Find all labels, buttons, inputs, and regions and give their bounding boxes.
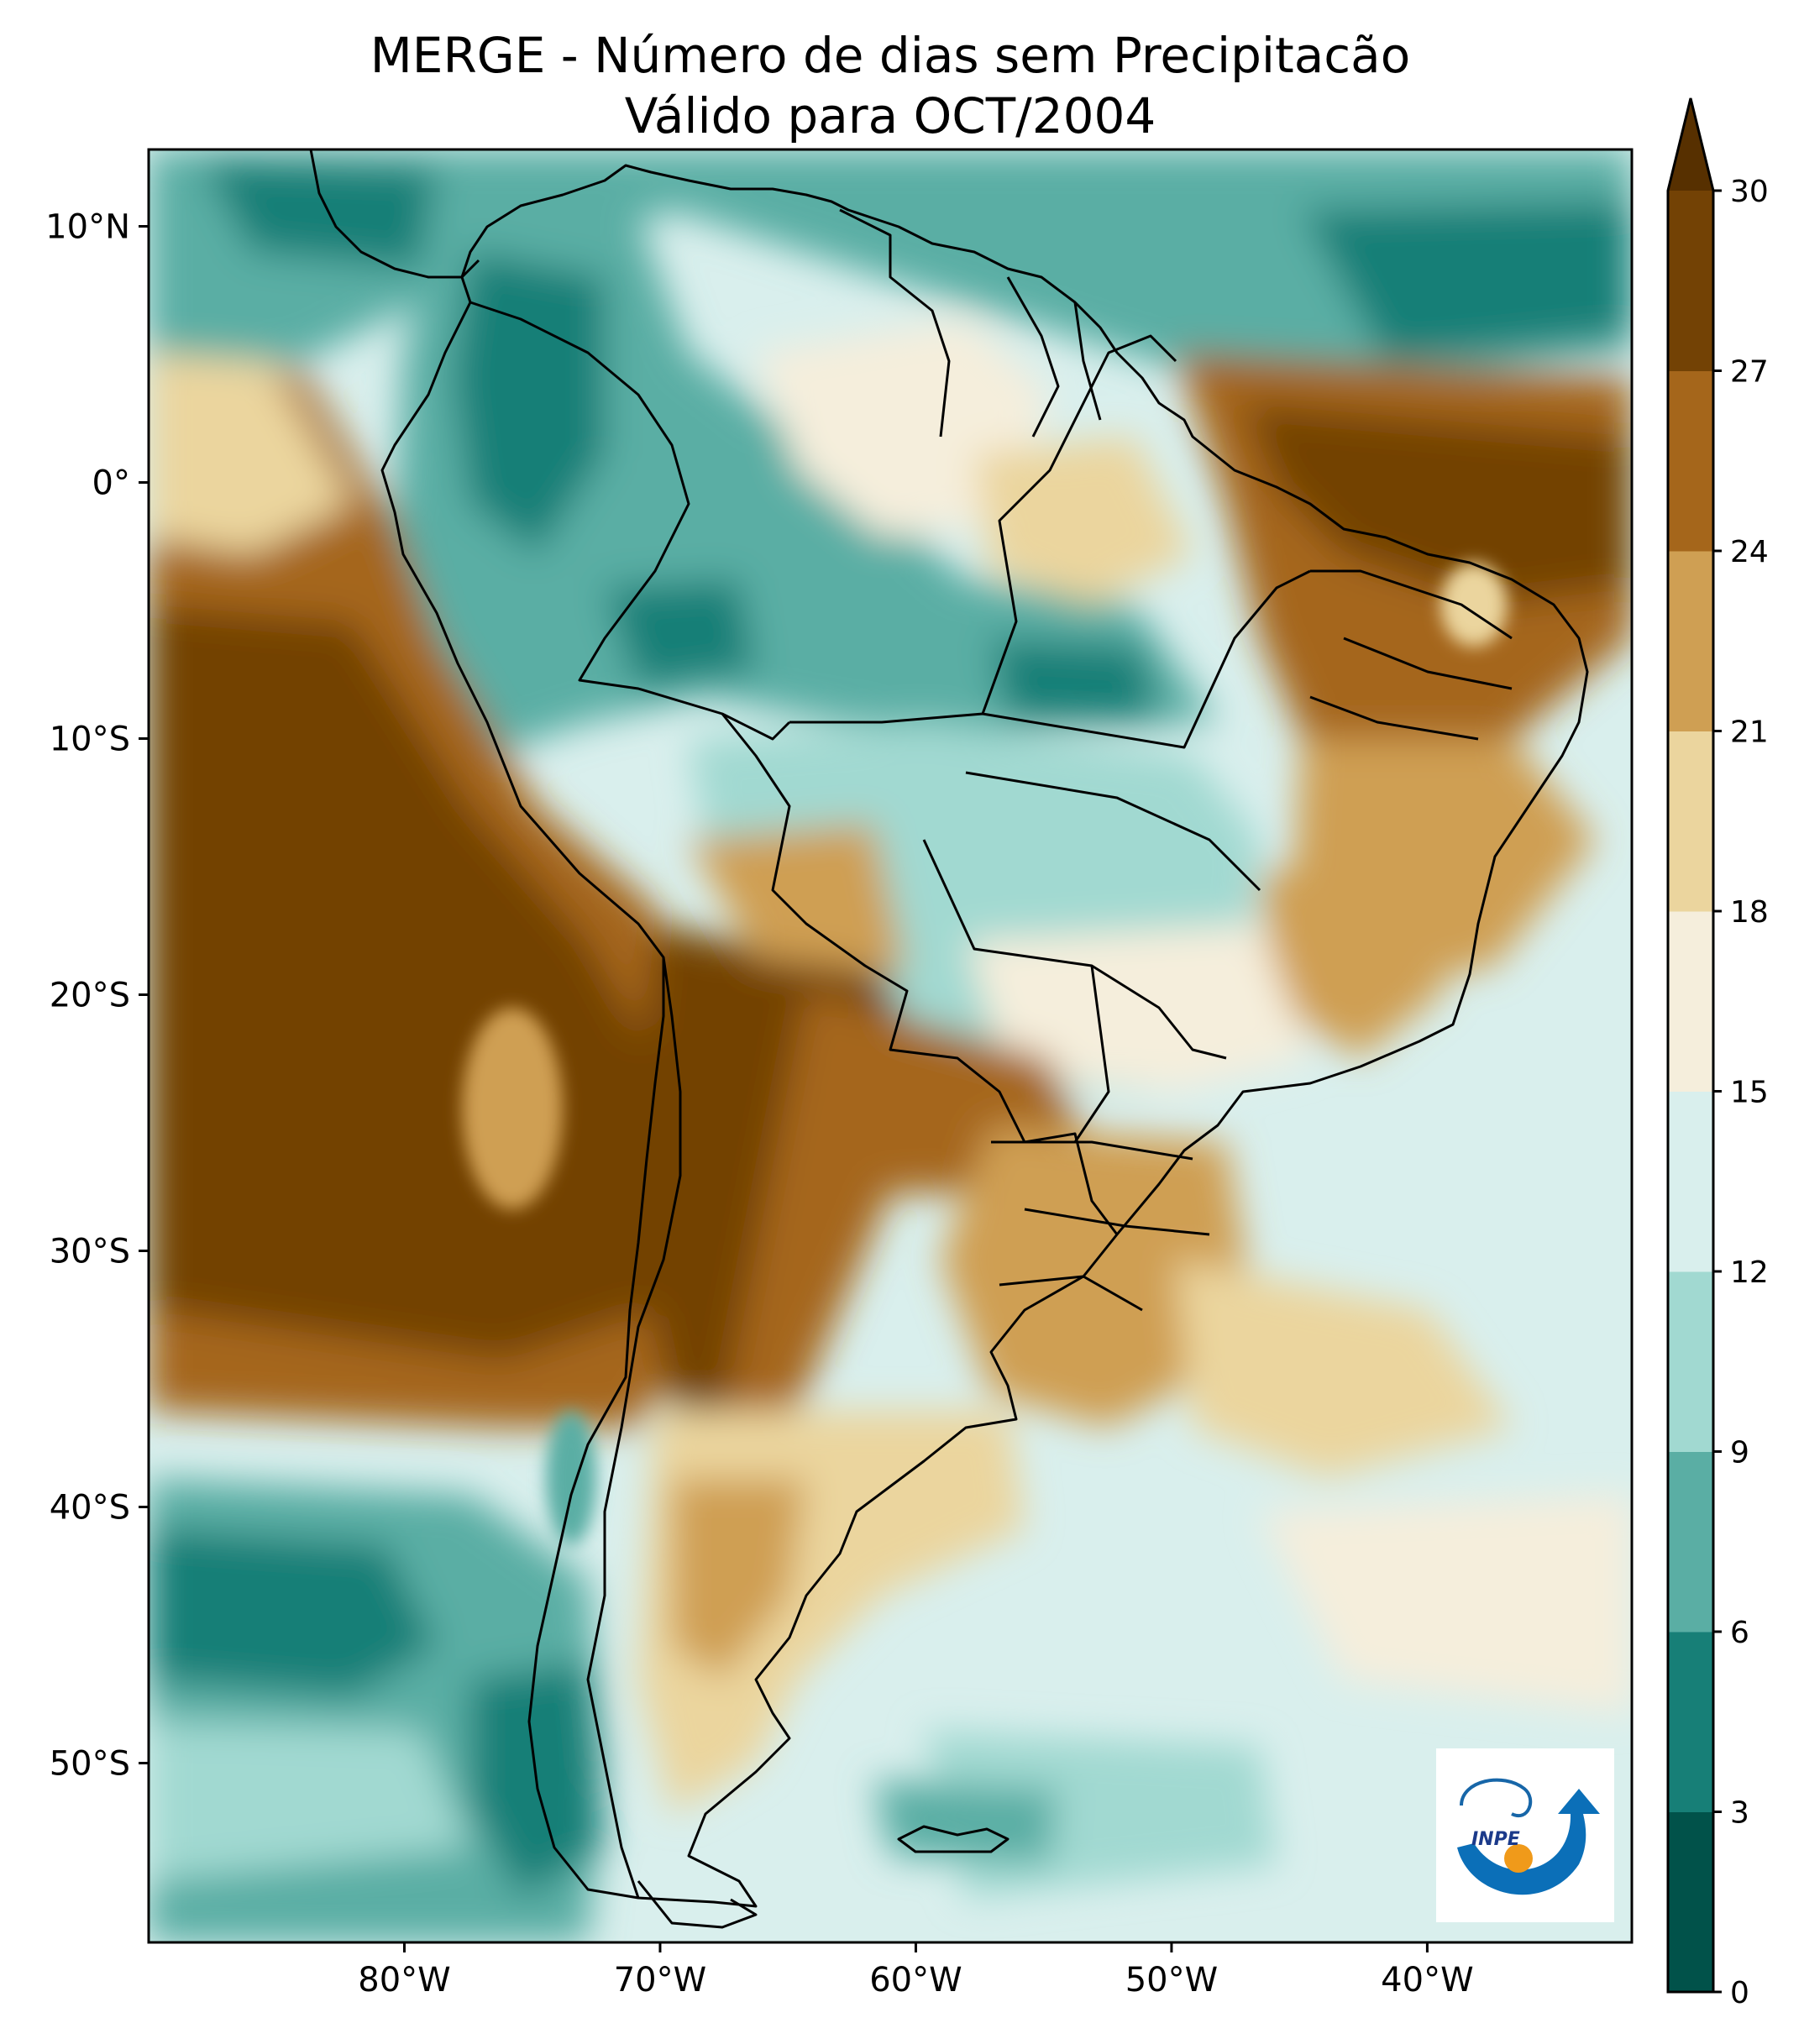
colorbar-label: 9 [1730, 1436, 1749, 1470]
lat-tick-label: 20°S [50, 977, 130, 1015]
coastline-south-america [380, 164, 1589, 1908]
colorbar-segment [1668, 911, 1713, 1092]
colorbar-segment [1668, 1632, 1713, 1812]
colorbar-segment [1668, 551, 1713, 731]
colorbar-label: 0 [1730, 1976, 1749, 2010]
colorbar-segment [1668, 370, 1713, 552]
dry-days-field [149, 149, 1632, 1942]
border-bolivia-paraguay [721, 713, 1119, 1235]
field-region-north-dark [202, 160, 1632, 361]
field-region-bolivia-tan [689, 823, 907, 974]
border-south-states [991, 1140, 1210, 1312]
field-region-chaco-brown [722, 991, 1092, 1428]
lon-tick-label: 50°W [1125, 1961, 1218, 1999]
logo-swoosh-icon [1457, 1789, 1600, 1895]
field-region-amazon-core [605, 579, 1159, 722]
logo-background [1436, 1748, 1614, 1922]
border-andes [586, 956, 682, 1899]
colorbar-segment [1668, 731, 1713, 912]
field-region-atlantic-pale [1176, 1260, 1512, 1478]
field-spot-ne [1440, 563, 1508, 647]
map-frame [147, 148, 1634, 1944]
longitude-axis: 80°W 70°W 60°W 50°W 40°W [358, 1942, 1474, 1999]
field-region-southpac-dark [149, 1528, 605, 1898]
field-region-pacific-pale [149, 353, 353, 554]
field-spot-andes-tan [462, 1008, 563, 1209]
colorbar-segment [1668, 1451, 1713, 1633]
field-region-southpac-light [149, 1722, 470, 1881]
colorbar-label: 21 [1730, 715, 1769, 750]
border-brazil-interior [789, 334, 1311, 1143]
colorbar-label: 6 [1730, 1616, 1749, 1650]
coastline-central-america [309, 149, 480, 279]
colorbar-segment [1668, 1091, 1713, 1272]
field-region-para-pale [974, 437, 1193, 605]
border-guianas [839, 208, 1102, 438]
lat-tick-label: 0° [92, 464, 130, 503]
colorbar-label: 24 [1730, 535, 1769, 569]
lon-tick-label: 60°W [869, 1961, 962, 1999]
field-spot-south-chile [546, 1411, 596, 1545]
colorbar-label: 12 [1730, 1255, 1769, 1290]
field-region-ne-core [1243, 403, 1632, 605]
lat-tick-label: 30°S [50, 1233, 130, 1271]
latitude-axis: 10°N 0° 10°S 20°S 30°S 40°S 50°S [45, 208, 149, 1784]
coastline-borders [309, 149, 1589, 1929]
field-region-falklands-teal [873, 1780, 1058, 1864]
inpe-logo: INPE [1436, 1748, 1614, 1922]
colorbar-segment [1668, 1811, 1713, 1993]
colorbar-label: 27 [1730, 355, 1769, 390]
field-region-south-tan [941, 1125, 1260, 1428]
field-region-southatl-pale [1260, 1495, 1632, 1713]
colorbar-label: 30 [1730, 175, 1769, 209]
logo-orbit-icon [1460, 1778, 1533, 1817]
coastline-falklands [897, 1825, 1010, 1853]
title-line-2: Válido para OCT/2004 [624, 87, 1156, 144]
colorbar-label: 3 [1730, 1796, 1749, 1831]
lon-tick-label: 40°W [1381, 1961, 1473, 1999]
lat-tick-label: 10°N [45, 208, 130, 247]
lat-tick-label: 40°S [50, 1489, 130, 1528]
field-region-amazon-dark [454, 252, 605, 554]
logo-text: INPE [1471, 1829, 1520, 1850]
colorbar-segment [1668, 191, 1713, 371]
colorbar-extend-arrow [1668, 98, 1713, 191]
lon-tick-label: 70°W [614, 1961, 706, 1999]
title-line-1: MERGE - Número de dias sem Precipitacão [370, 27, 1411, 84]
lat-tick-label: 50°S [50, 1745, 130, 1784]
colorbar-label: 18 [1730, 895, 1769, 930]
colorbar: 0 3 6 9 12 15 18 21 24 27 30 [1666, 97, 1769, 2010]
border-ne-states [1309, 569, 1513, 741]
field-region-guiana-pale [756, 319, 1050, 537]
lon-tick-label: 80°W [358, 1961, 450, 1999]
map-title: MERGE - Número de dias sem Precipitacão … [147, 25, 1634, 146]
logo-sun-icon [1504, 1844, 1533, 1873]
lat-tick-label: 10°S [50, 721, 130, 759]
colorbar-label: 15 [1730, 1076, 1769, 1110]
field-region-patagonia-brown [672, 1478, 806, 1680]
coastline-tierra-del-fuego [637, 1880, 758, 1929]
field-region-se-pale [966, 924, 1310, 1092]
field-region-mg-dry [1260, 857, 1445, 1058]
colorbar-segment [1668, 1271, 1713, 1452]
